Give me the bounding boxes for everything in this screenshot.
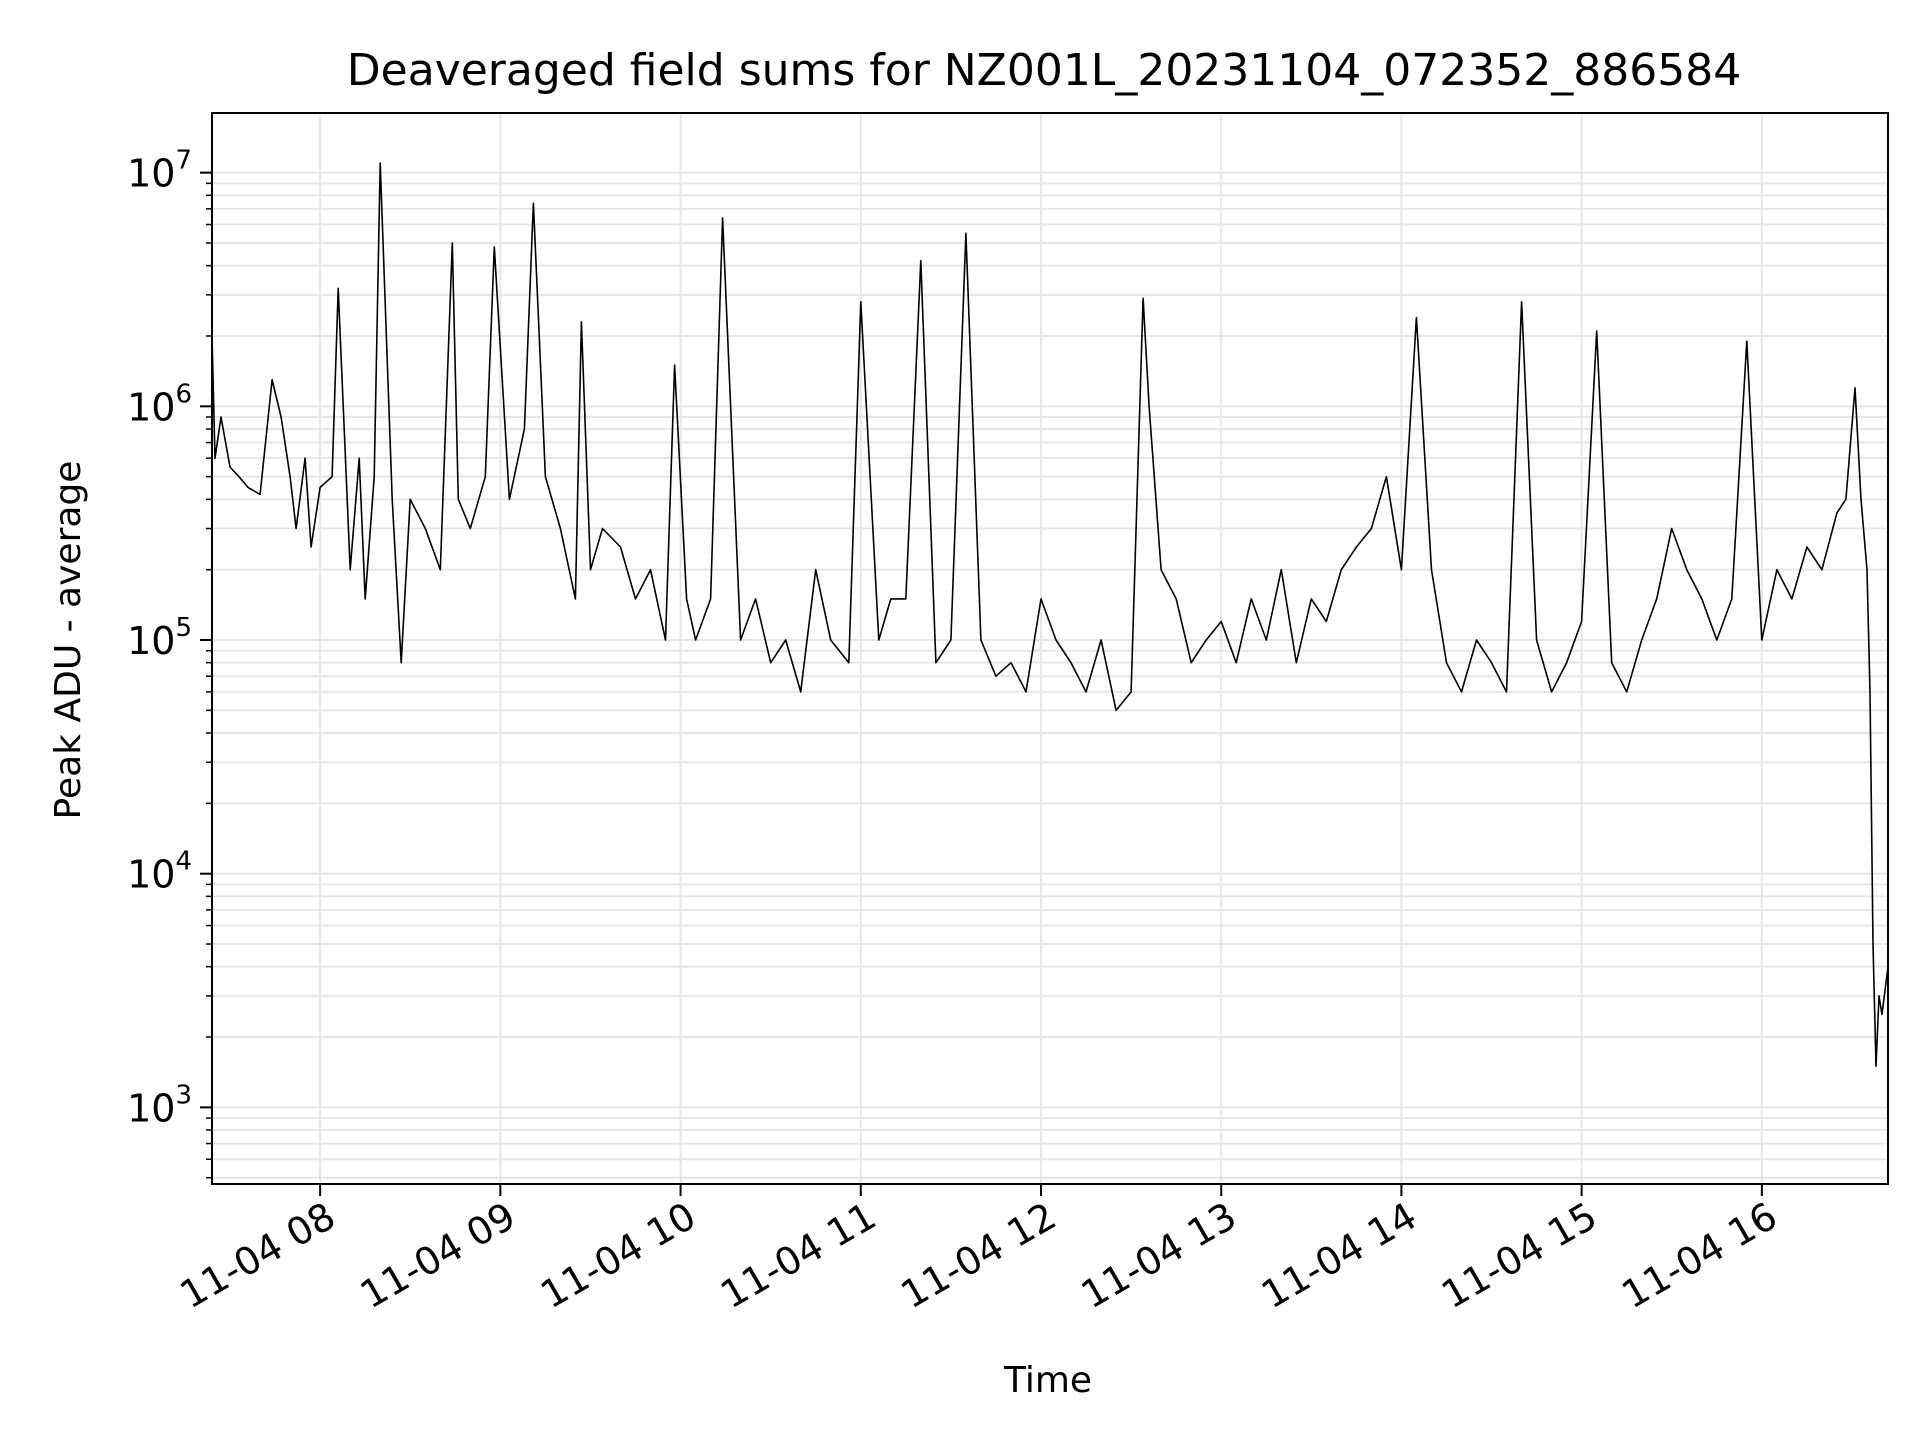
- y-tick-label: 105: [127, 613, 192, 663]
- y-tick-label: 106: [127, 379, 192, 429]
- y-tick-label: 107: [127, 146, 192, 196]
- chart-title: Deaveraged field sums for NZ001L_2023110…: [347, 45, 1741, 96]
- y-tick-label: 104: [127, 847, 192, 897]
- plot-frame: [211, 112, 1889, 1185]
- y-tick-label: 103: [127, 1080, 192, 1130]
- series-group: [211, 162, 1889, 1067]
- grid: [212, 113, 1888, 1184]
- y-axis-label: Peak ADU - average: [48, 461, 89, 820]
- y-axis: 103 104 105 106 107: [127, 146, 212, 1179]
- x-axis-label: Time: [1003, 1360, 1092, 1401]
- series-line-0: [211, 162, 1889, 1067]
